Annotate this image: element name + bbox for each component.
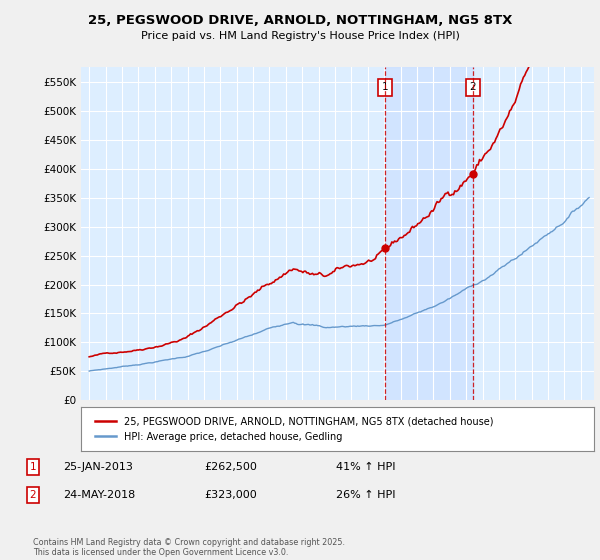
Text: 1: 1 xyxy=(29,462,37,472)
Text: 2: 2 xyxy=(469,82,476,92)
Bar xyxy=(385,67,473,400)
Text: £262,500: £262,500 xyxy=(204,462,257,472)
Text: Contains HM Land Registry data © Crown copyright and database right 2025.
This d: Contains HM Land Registry data © Crown c… xyxy=(33,538,345,557)
Text: 25-JAN-2013: 25-JAN-2013 xyxy=(63,462,133,472)
Legend: 25, PEGSWOOD DRIVE, ARNOLD, NOTTINGHAM, NG5 8TX (detached house), HPI: Average p: 25, PEGSWOOD DRIVE, ARNOLD, NOTTINGHAM, … xyxy=(91,412,497,446)
Text: 24-MAY-2018: 24-MAY-2018 xyxy=(63,490,135,500)
Text: 26% ↑ HPI: 26% ↑ HPI xyxy=(336,490,395,500)
Text: 2: 2 xyxy=(29,490,37,500)
Text: 41% ↑ HPI: 41% ↑ HPI xyxy=(336,462,395,472)
Text: Price paid vs. HM Land Registry's House Price Index (HPI): Price paid vs. HM Land Registry's House … xyxy=(140,31,460,41)
Text: 1: 1 xyxy=(382,82,389,92)
Text: £323,000: £323,000 xyxy=(204,490,257,500)
Text: 25, PEGSWOOD DRIVE, ARNOLD, NOTTINGHAM, NG5 8TX: 25, PEGSWOOD DRIVE, ARNOLD, NOTTINGHAM, … xyxy=(88,14,512,27)
